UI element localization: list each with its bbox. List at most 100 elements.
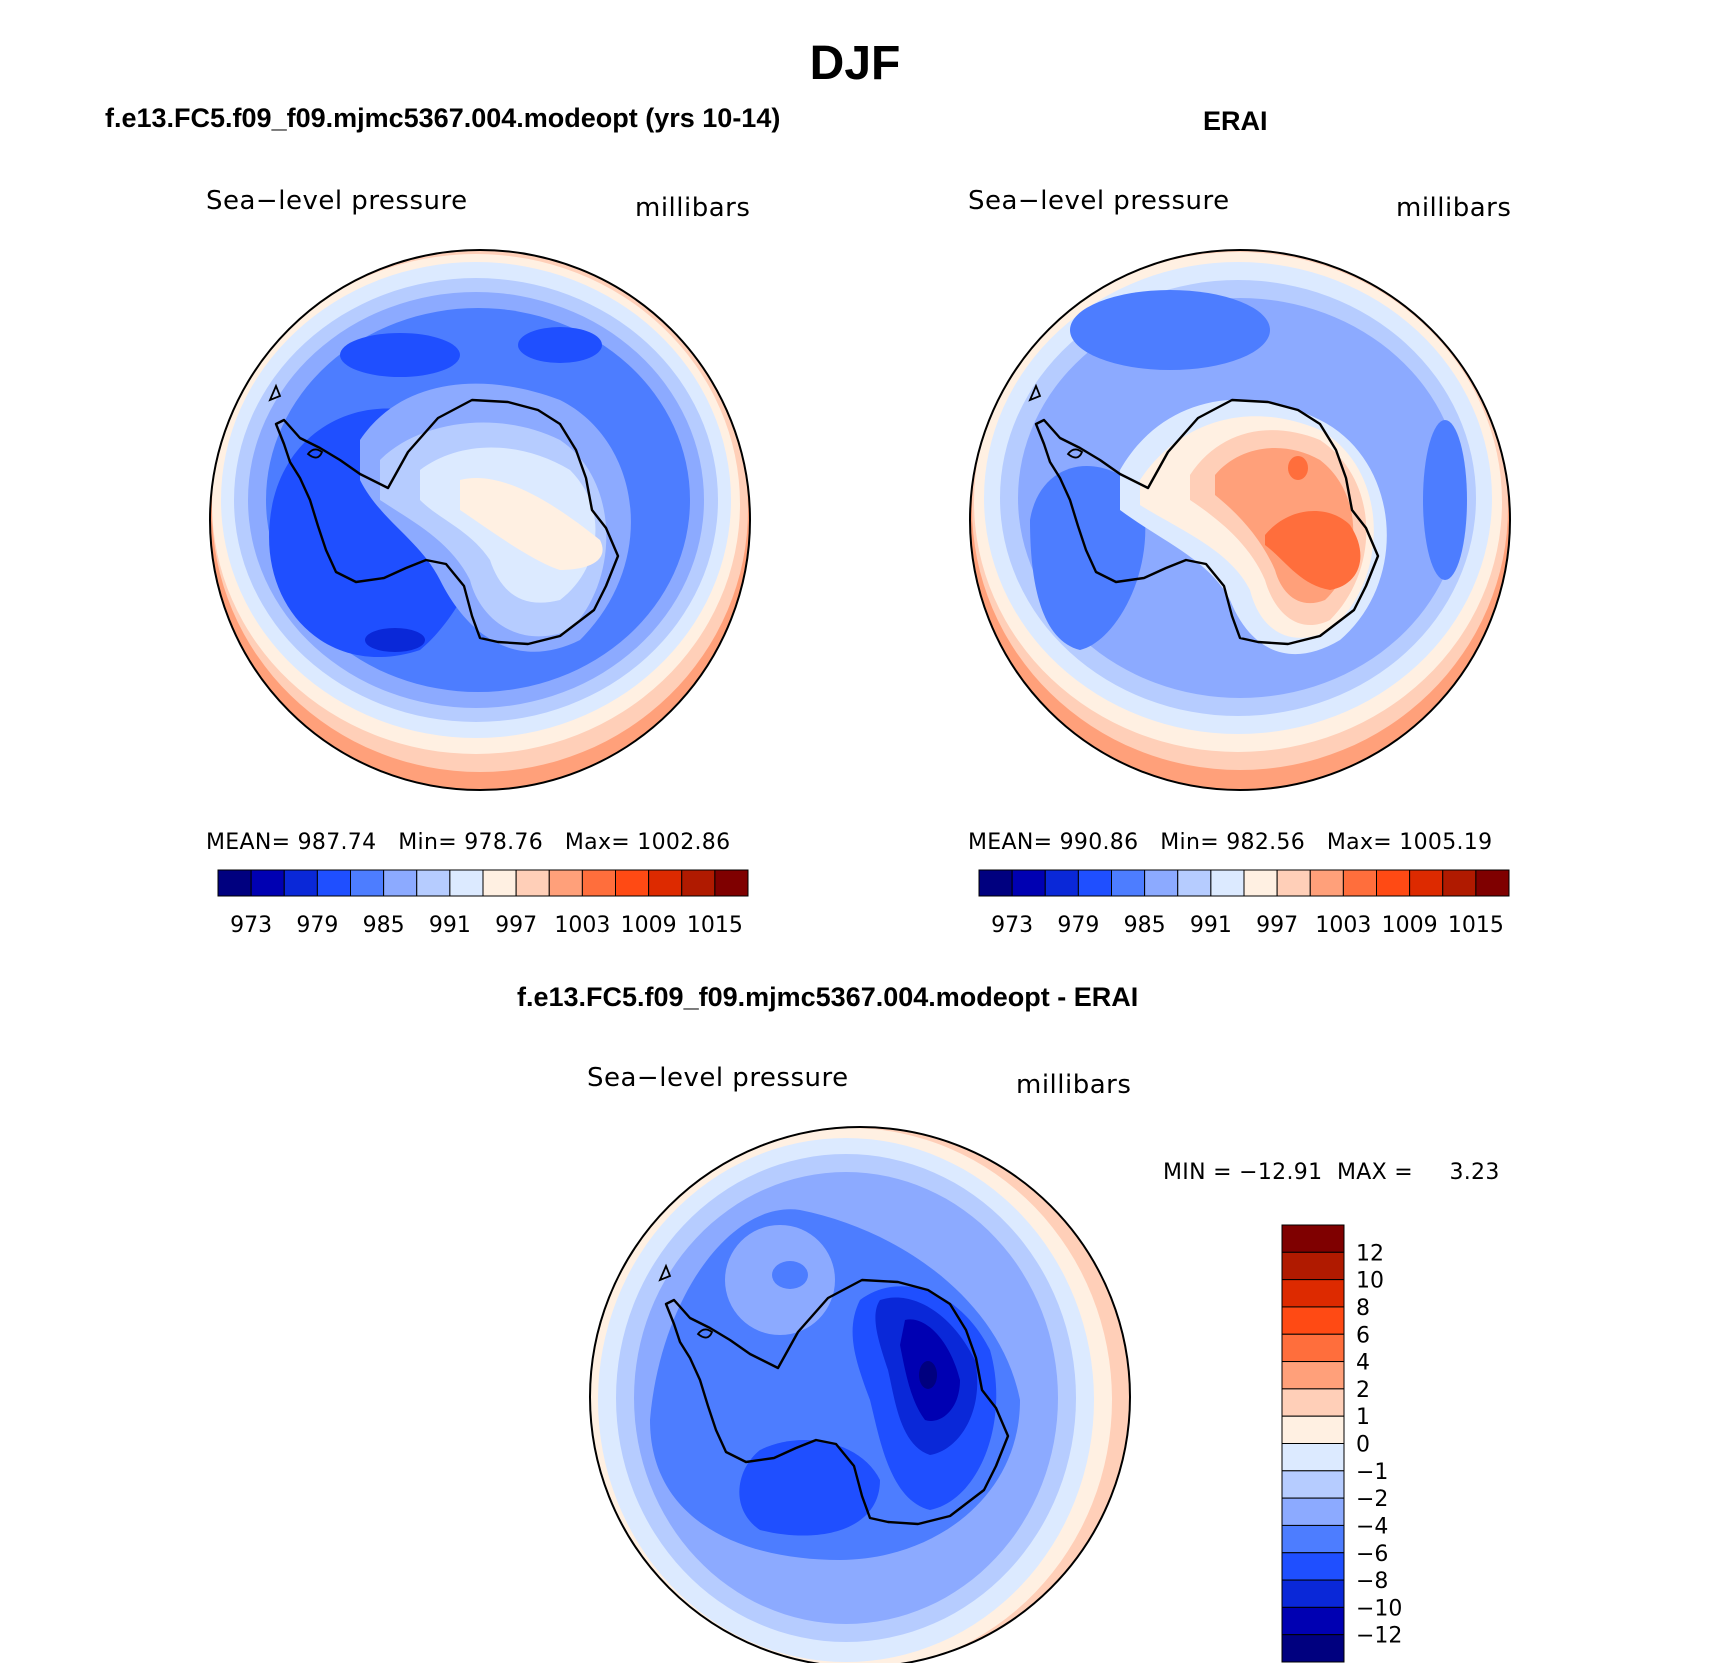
model-colorbar-swatch — [250, 869, 285, 897]
diff-colorbar-tick-label: 8 — [1356, 1296, 1370, 1321]
diff-colorbar-swatch — [1281, 1388, 1345, 1417]
obs-colorbar-swatch — [1210, 869, 1245, 897]
diff-colorbar-swatch — [1281, 1415, 1345, 1444]
obs-map-border — [969, 249, 1511, 791]
model-colorbar-swatch — [714, 869, 749, 897]
obs-panel-title: ERAI — [1203, 106, 1268, 136]
model-colorbar-swatch — [217, 869, 252, 897]
model-colorbar-tick-label: 985 — [363, 913, 405, 938]
model-colorbar-tick-label: 1015 — [687, 913, 743, 938]
diff-colorbar-tick-label: 12 — [1356, 1241, 1384, 1266]
figure-title: DJF — [809, 37, 901, 90]
model-colorbar-tick-label: 991 — [429, 913, 471, 938]
diff-colorbar-tick-label: −8 — [1356, 1569, 1388, 1594]
obs-stats: MEAN= 990.86 Min= 982.56 Max= 1005.19 — [968, 830, 1493, 855]
diff-colorbar-tick-label: 2 — [1356, 1378, 1370, 1403]
obs-colorbar-swatch — [1342, 869, 1377, 897]
diff-colorbar-tick-label: −12 — [1356, 1624, 1402, 1649]
model-colorbar-swatch — [283, 869, 318, 897]
diff-colorbar-tick-label: −2 — [1356, 1487, 1388, 1512]
model-map-border — [209, 249, 751, 791]
diff-colorbar-tick-label: 6 — [1356, 1323, 1370, 1348]
obs-map — [970, 250, 1510, 790]
diff-colorbar-tick-label: 0 — [1356, 1433, 1370, 1458]
model-colorbar-swatch — [615, 869, 650, 897]
obs-colorbar-tick-label: 1015 — [1448, 913, 1504, 938]
obs-colorbar-swatch — [1243, 869, 1278, 897]
model-colorbar-swatch — [316, 869, 351, 897]
model-colorbar-swatch — [648, 869, 683, 897]
model-colorbar-swatch — [383, 869, 418, 897]
model-colorbar-tick-label: 1003 — [554, 913, 610, 938]
diff-colorbar-swatch — [1281, 1306, 1345, 1335]
obs-colorbar-swatch — [1111, 869, 1146, 897]
diff-variable-label: Sea−level pressure — [587, 1063, 849, 1093]
obs-colorbar: 973 979 985 991 997 1003 1009 1015 — [978, 869, 1510, 938]
obs-colorbar-tick-label: 997 — [1256, 913, 1298, 938]
diff-colorbar-tick-label: −10 — [1356, 1596, 1402, 1621]
diff-panel-title: f.e13.FC5.f09_f09.mjmc5367.004.modeopt -… — [517, 982, 1139, 1012]
diff-colorbar-swatch — [1281, 1552, 1345, 1581]
model-colorbar-swatch — [449, 869, 484, 897]
obs-colorbar-swatch — [1475, 869, 1510, 897]
model-colorbar-swatch — [350, 869, 385, 897]
obs-colorbar-swatch — [1376, 869, 1411, 897]
diff-colorbar-tick-label: −6 — [1356, 1542, 1388, 1567]
obs-colorbar-tick-label: 979 — [1057, 913, 1099, 938]
diff-colorbar-swatch — [1281, 1443, 1345, 1472]
model-panel-title: f.e13.FC5.f09_f09.mjmc5367.004.modeopt (… — [105, 103, 781, 133]
model-variable-label: Sea−level pressure — [206, 186, 468, 216]
obs-colorbar-tick-label: 991 — [1190, 913, 1232, 938]
obs-colorbar-tick-label: 973 — [991, 913, 1033, 938]
obs-colorbar-swatch — [1442, 869, 1477, 897]
diff-colorbar-tick-label: −4 — [1356, 1514, 1388, 1539]
model-colorbar: 973 979 985 991 997 1003 1009 1015 — [217, 869, 749, 938]
obs-colorbar-swatch — [1011, 869, 1046, 897]
model-colorbar-swatch — [482, 869, 517, 897]
obs-colorbar-swatch — [1309, 869, 1344, 897]
model-colorbar-tick-label: 973 — [230, 913, 272, 938]
obs-colorbar-swatch — [1276, 869, 1311, 897]
diff-colorbar-swatch — [1281, 1333, 1345, 1363]
obs-colorbar-tick-label: 1009 — [1382, 913, 1438, 938]
diff-colorbar-swatch — [1281, 1224, 1345, 1253]
obs-variable-label: Sea−level pressure — [968, 186, 1230, 216]
obs-colorbar-swatch — [1409, 869, 1444, 897]
diff-colorbar-swatch — [1281, 1470, 1345, 1499]
model-colorbar-swatch — [515, 869, 550, 897]
diff-colorbar-swatch — [1281, 1361, 1345, 1390]
diff-colorbar-swatch — [1281, 1606, 1345, 1636]
model-colorbar-swatch — [581, 869, 616, 897]
diff-colorbar-tick-label: 10 — [1356, 1269, 1384, 1294]
model-colorbar-swatch — [681, 869, 716, 897]
diff-colorbar-swatch — [1281, 1251, 1345, 1281]
model-colorbar-tick-label: 979 — [296, 913, 338, 938]
diff-colorbar-tick-label: −1 — [1356, 1460, 1388, 1485]
model-units-label: millibars — [635, 193, 751, 223]
model-colorbar-tick-label: 1009 — [621, 913, 677, 938]
diff-units-label: millibars — [1016, 1070, 1132, 1100]
diff-map-border — [589, 1126, 1131, 1663]
diff-colorbar-tick-label: 1 — [1356, 1405, 1370, 1430]
model-map — [210, 250, 750, 790]
obs-colorbar-swatch — [1144, 869, 1179, 897]
obs-colorbar-swatch — [1177, 869, 1212, 897]
diff-colorbar-swatch — [1281, 1524, 1345, 1554]
model-stats: MEAN= 987.74 Min= 978.76 Max= 1002.86 — [206, 830, 731, 855]
obs-colorbar-swatch — [978, 869, 1013, 897]
obs-colorbar-swatch — [1077, 869, 1112, 897]
obs-colorbar-tick-label: 1003 — [1315, 913, 1371, 938]
diff-map — [590, 1127, 1130, 1663]
obs-units-label: millibars — [1396, 193, 1512, 223]
model-colorbar-swatch — [548, 869, 583, 897]
model-colorbar-swatch — [416, 869, 451, 897]
diff-colorbar-swatch — [1281, 1579, 1345, 1608]
diff-colorbar-swatch — [1281, 1279, 1345, 1308]
obs-colorbar-swatch — [1044, 869, 1079, 897]
diff-colorbar-tick-label: 4 — [1356, 1351, 1370, 1376]
diff-colorbar-swatch — [1281, 1634, 1345, 1663]
diff-stats: MIN = −12.91 MAX = 3.23 — [1163, 1160, 1500, 1185]
diff-colorbar-swatch — [1281, 1497, 1345, 1526]
